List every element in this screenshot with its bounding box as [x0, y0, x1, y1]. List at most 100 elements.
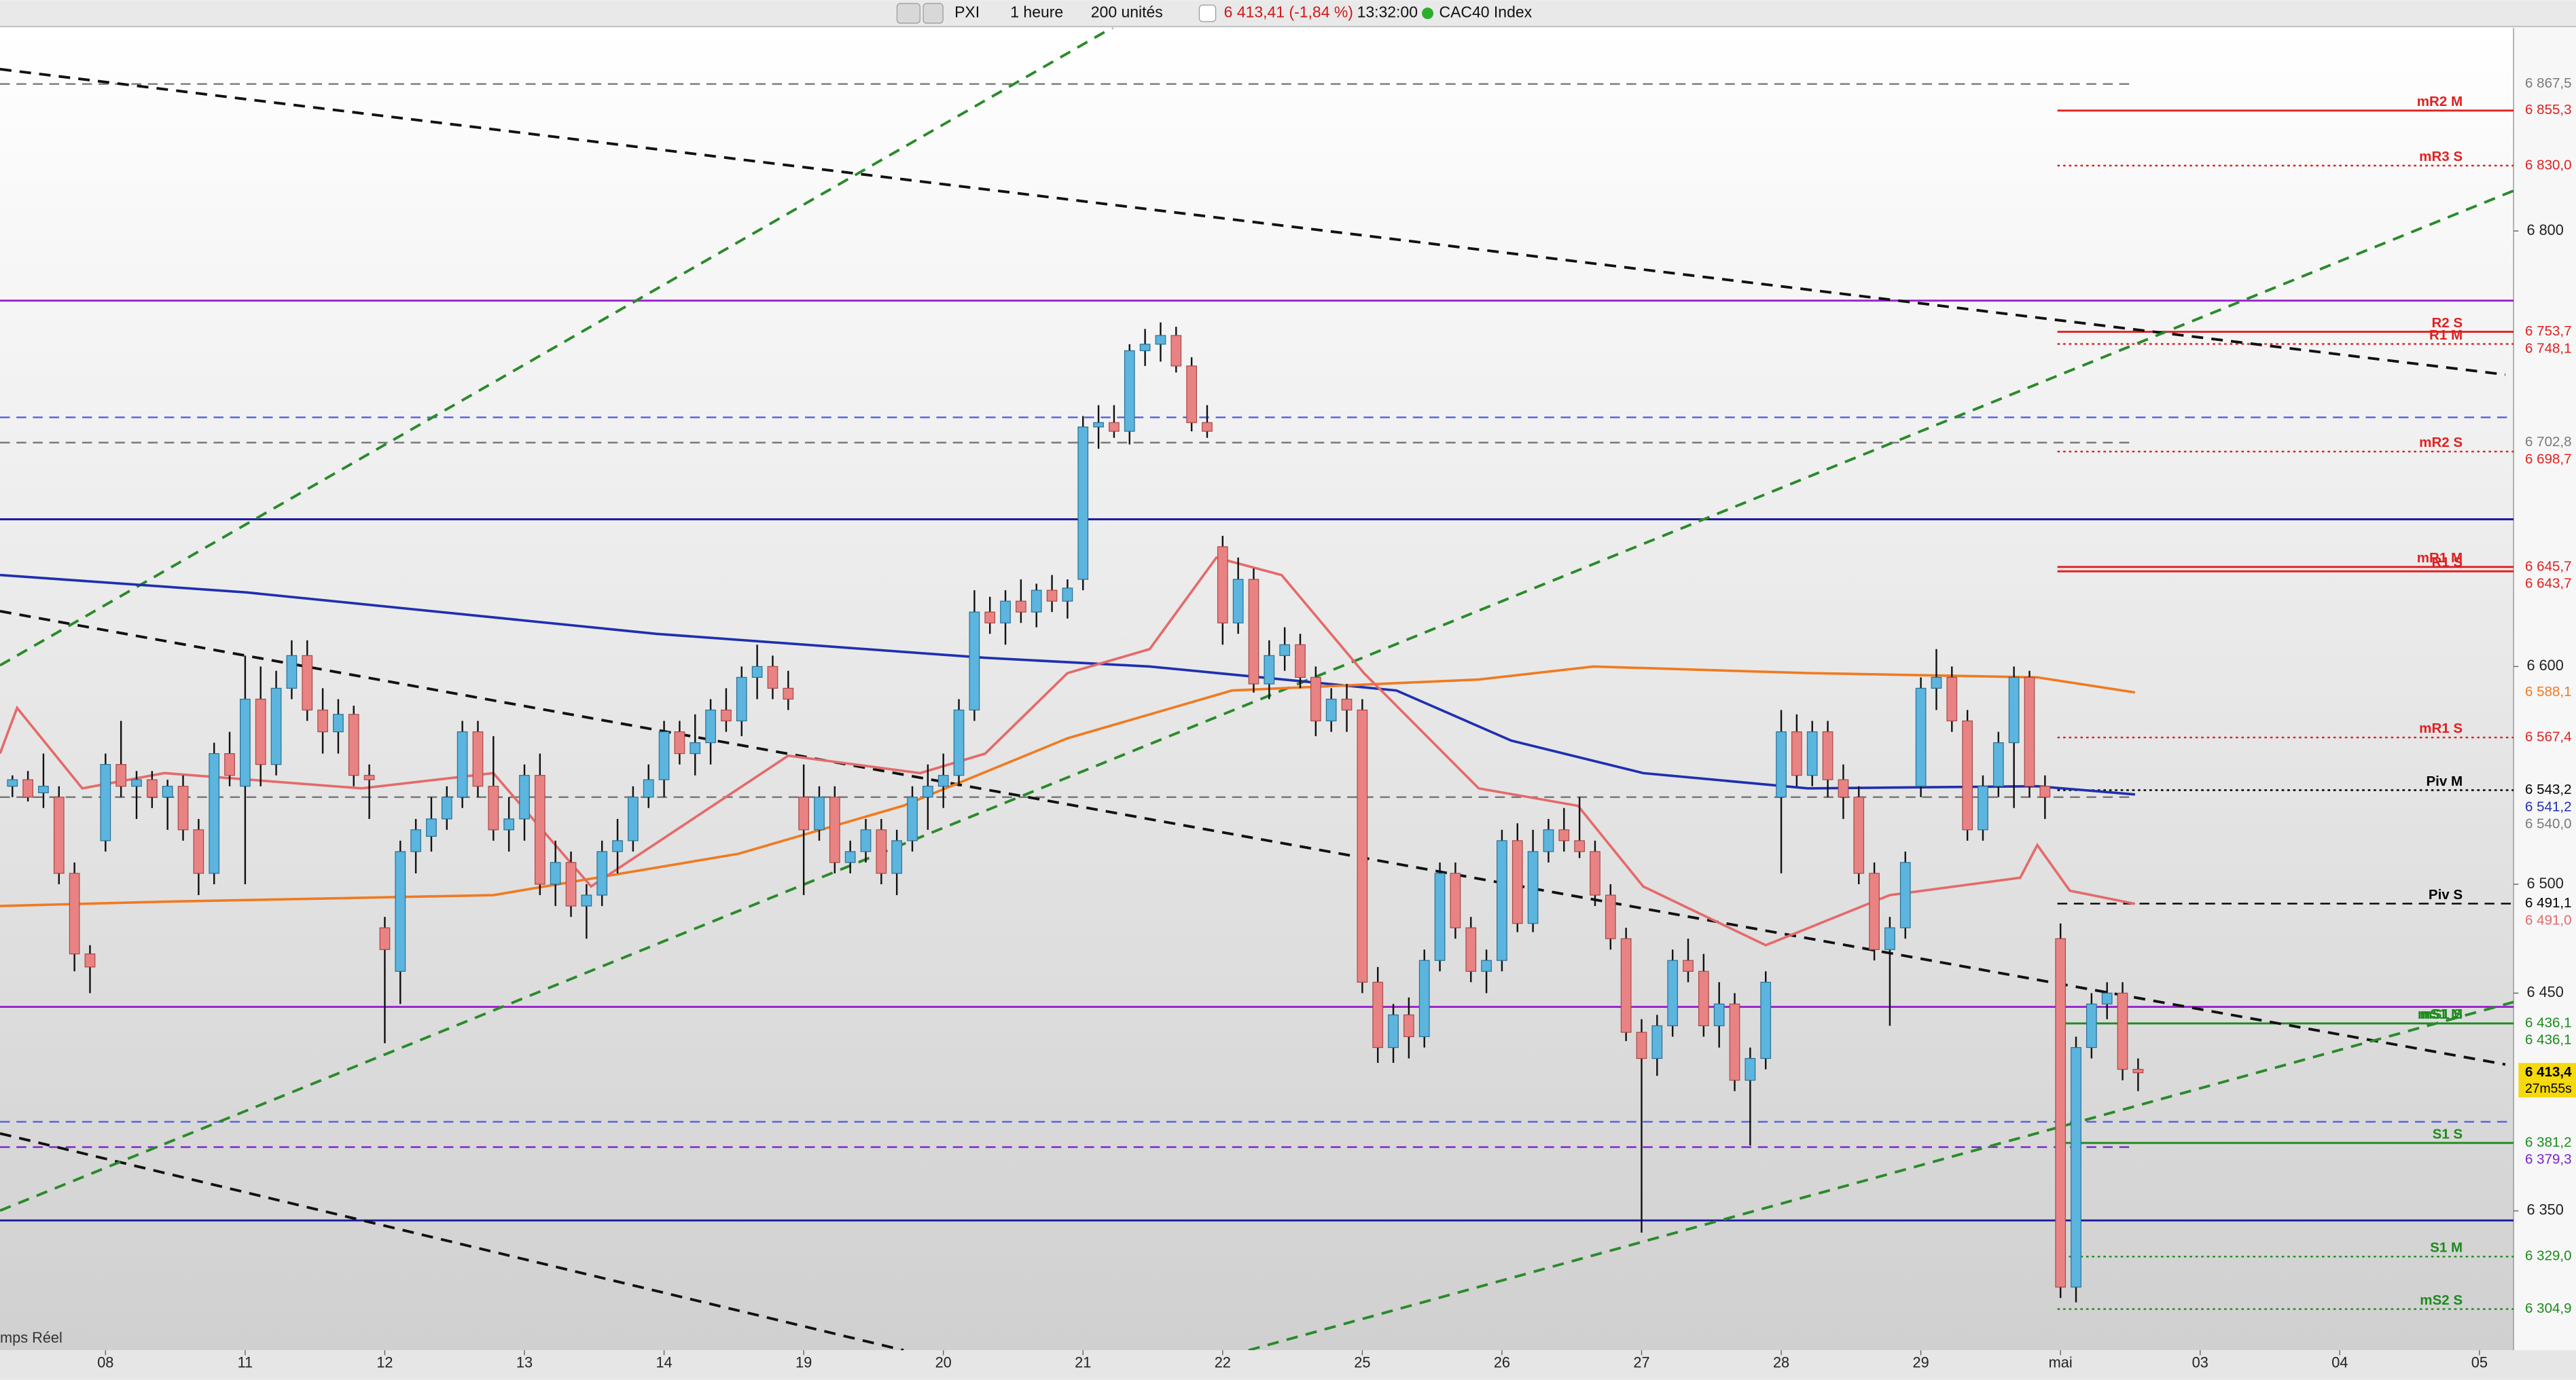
candle-body [783, 687, 794, 700]
candles [7, 322, 2144, 1303]
axis-label-bg [2515, 729, 2576, 746]
axis-label-bg [2515, 452, 2576, 469]
candle-body [1497, 840, 1507, 961]
level-name: S1 M [2430, 1240, 2463, 1256]
candle-body [240, 698, 251, 787]
candle-body [705, 709, 716, 744]
symbol-select[interactable]: PXI [954, 3, 980, 21]
candle-body [1667, 960, 1679, 1027]
axis-value-label: 6 645,7 [2525, 558, 2572, 574]
candle-body [1341, 698, 1353, 711]
x-tick-label: mai [2049, 1354, 2073, 1370]
candle-body [1217, 546, 1228, 623]
x-tick-label: 14 [656, 1354, 672, 1370]
candle-body [1418, 960, 1430, 1038]
axis-label-bg [2515, 1015, 2576, 1032]
axis-value-label: 6 702,8 [2525, 434, 2572, 450]
chart-type-button[interactable] [896, 3, 920, 24]
axis-value-label: 6 753,7 [2525, 323, 2572, 339]
candle-body [1698, 970, 1709, 1027]
level-name: Piv S [2429, 887, 2463, 903]
level-name: mR1 M [2417, 550, 2463, 566]
candle-body [193, 829, 204, 874]
x-tick-label: 22 [1215, 1354, 1231, 1370]
candle-body [628, 797, 639, 841]
candle-body [596, 851, 608, 896]
candle-body [1357, 709, 1368, 983]
candle-body [721, 709, 732, 722]
candle-body [1511, 840, 1523, 924]
candle-body [736, 676, 747, 722]
candle-body [1481, 960, 1492, 972]
candle-body [1760, 981, 1772, 1059]
candle-body [2039, 786, 2051, 798]
candle-body [1279, 644, 1291, 656]
axis-value-label: 6 436,1 [2525, 1015, 2572, 1030]
candle-body [1031, 589, 1042, 613]
candle-body [1046, 589, 1058, 602]
candle-body [1590, 851, 1600, 896]
settings-button[interactable] [923, 3, 944, 24]
candle-body [1620, 938, 1632, 1033]
level-name: Piv M [2426, 774, 2463, 789]
axis-label-bg [2515, 323, 2576, 340]
axis-label-bg [2515, 782, 2576, 799]
candle-body [115, 764, 127, 787]
candle-body [1978, 786, 1988, 831]
candle-body [457, 731, 468, 798]
x-tick-label: 27 [1633, 1354, 1649, 1370]
candle-body [1077, 426, 1089, 580]
y-tick-label: 6 450 [2526, 983, 2563, 1000]
moving-average [0, 573, 2136, 796]
axis-label-bg [2515, 1032, 2576, 1049]
candle-body [1139, 344, 1151, 352]
candle-body [1403, 1014, 1414, 1038]
toolbar [0, 0, 2576, 26]
axis-value-label: 6 540,0 [2525, 816, 2572, 832]
level-name: mS1 S [2420, 1006, 2463, 1022]
time-axis [0, 1350, 2576, 1380]
x-tick-label: 26 [1494, 1354, 1510, 1370]
candle-body [2117, 992, 2128, 1070]
candle-body [814, 797, 825, 831]
candle-body [1962, 720, 1973, 831]
candle-body [410, 829, 421, 852]
axis-labels: 6 350 6 450 6 500 6 600 6 800 08 11 12 13 14 19 20 2… [97, 75, 2576, 1370]
candle-body [1000, 600, 1011, 623]
axis-value-label: 6 698,7 [2525, 452, 2572, 467]
candle-body [38, 786, 49, 793]
info-button[interactable] [1198, 4, 1217, 22]
candle-body [333, 714, 344, 733]
interval-select[interactable]: 1 heure [1010, 3, 1063, 21]
status-dot [1422, 7, 1434, 20]
axis-value-label: 6 304,9 [2525, 1301, 2572, 1316]
y-tick-label: 6 800 [2526, 221, 2563, 238]
axis-value-label: 6 830,0 [2525, 157, 2572, 172]
candle-body [302, 655, 313, 711]
trendline [0, 610, 2506, 1066]
candle-body [255, 698, 266, 765]
axis-label-bg [2515, 895, 2576, 912]
x-tick-label: 08 [97, 1354, 113, 1370]
level-name: R1 M [2429, 327, 2463, 343]
status-text: mps Réel [0, 1329, 62, 1346]
candle-body [1729, 1003, 1740, 1081]
x-tick-label: 19 [795, 1354, 812, 1370]
candle-body [1869, 873, 1880, 950]
candle-body [922, 786, 933, 798]
candle-body [1232, 579, 1244, 623]
candle-body [860, 829, 872, 852]
units-select[interactable]: 200 unités [1091, 3, 1163, 21]
candle-body [348, 714, 359, 776]
axis-value-label: 6 748,1 [2525, 340, 2572, 356]
x-tick-label: 21 [1075, 1354, 1091, 1370]
level-name: mR3 S [2419, 149, 2463, 164]
candle-body [907, 797, 918, 841]
axis-label-bg [2515, 75, 2576, 92]
candle-body [69, 873, 80, 955]
candle-body [1155, 335, 1166, 345]
trendline [1248, 1000, 2514, 1351]
level-name: R2 S [2431, 315, 2463, 331]
candle-body [937, 775, 949, 787]
